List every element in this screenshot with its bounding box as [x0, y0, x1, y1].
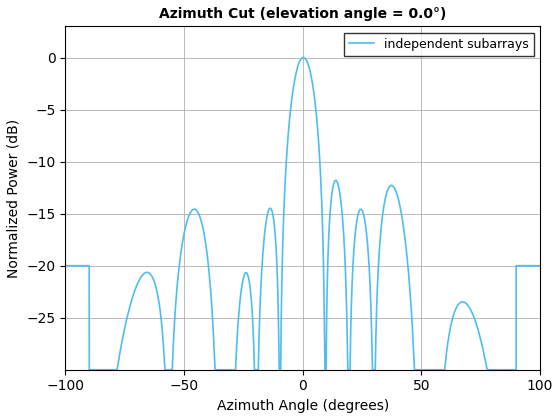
Legend: independent subarrays: independent subarrays [344, 32, 534, 55]
Title: Azimuth Cut (elevation angle = 0.0°): Azimuth Cut (elevation angle = 0.0°) [159, 7, 446, 21]
independent subarrays [151, 278, 157, 284]
independent subarrays [300, 55, 307, 60]
independent subarrays [536, 263, 543, 268]
independent subarrays [458, 299, 465, 304]
independent subarrays [278, 313, 284, 318]
independent subarrays [416, 367, 422, 372]
Line: independent subarrays: independent subarrays [66, 58, 540, 370]
independent subarrays [62, 263, 69, 268]
independent subarrays [86, 367, 92, 372]
X-axis label: Azimuth Angle (degrees): Azimuth Angle (degrees) [217, 399, 389, 413]
independent subarrays [402, 238, 409, 243]
independent subarrays [348, 300, 355, 305]
Y-axis label: Normalized Power (dB): Normalized Power (dB) [7, 118, 21, 278]
